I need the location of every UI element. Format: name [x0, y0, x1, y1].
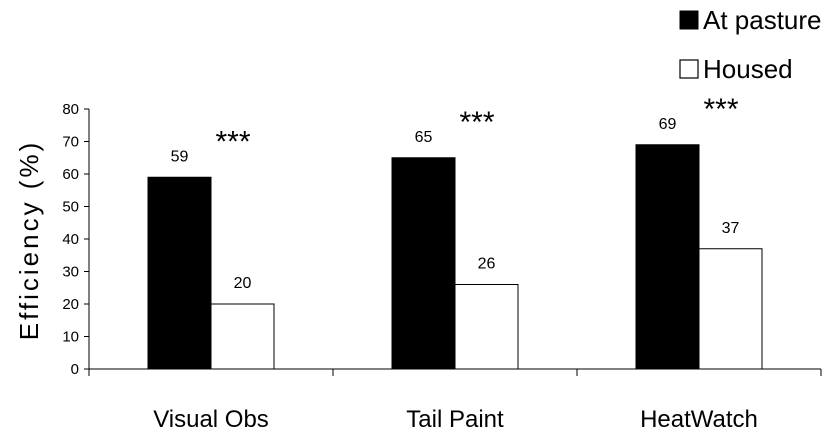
y-tick-label: 80: [62, 101, 79, 118]
y-tick-label: 30: [62, 264, 79, 281]
significance-visual-obs: ***: [215, 125, 250, 158]
legend-label-at-pasture: At pasture: [703, 5, 822, 35]
data-label-at-pasture-tail-paint: 65: [415, 129, 433, 146]
x-tick-label-tail-paint: Tail Paint: [406, 406, 504, 432]
data-label-at-pasture-visual-obs: 59: [171, 148, 189, 165]
legend-item-housed: Housed: [679, 54, 793, 84]
legend-swatch-housed: [679, 59, 699, 79]
y-tick-label: 60: [62, 166, 79, 183]
y-axis-title: Efficiency (%): [14, 140, 44, 340]
data-label-housed-tail-paint: 26: [478, 256, 496, 273]
bar-at-pasture-visual-obs: [147, 176, 212, 370]
data-label-housed-heatwatch: 37: [722, 220, 740, 237]
significance-annotations: *** *** ***: [215, 93, 738, 159]
significance-tail-paint: ***: [459, 106, 494, 139]
bar-at-pasture-heatwatch: [635, 144, 700, 370]
y-tick-label: 20: [62, 296, 79, 313]
bar-housed-tail-paint: [454, 284, 519, 370]
y-tick-label: 50: [62, 199, 79, 216]
legend-swatch-at-pasture: [679, 10, 699, 30]
bar-at-pasture-tail-paint: [391, 157, 456, 370]
legend: At pasture Housed: [679, 5, 822, 84]
bars: [147, 144, 763, 370]
x-tick-label-visual-obs: Visual Obs: [153, 406, 269, 432]
y-axis-ticks: 0 10 20 30 40 50 60 70 80: [62, 101, 89, 378]
x-tick-label-heatwatch: HeatWatch: [640, 406, 758, 432]
bar-housed-heatwatch: [698, 248, 763, 370]
bar-housed-visual-obs: [210, 303, 275, 370]
data-label-at-pasture-heatwatch: 69: [659, 116, 677, 133]
y-tick-label: 70: [62, 134, 79, 151]
legend-label-housed: Housed: [703, 54, 793, 84]
legend-item-at-pasture: At pasture: [679, 5, 822, 35]
significance-heatwatch: ***: [703, 93, 738, 126]
y-tick-label: 10: [62, 329, 79, 346]
y-tick-label: 40: [62, 231, 79, 248]
data-labels: 59 20 65 26 69 37: [171, 116, 740, 292]
data-label-housed-visual-obs: 20: [234, 275, 252, 292]
x-axis-ticks: Visual Obs Tail Paint HeatWatch: [88, 369, 822, 432]
y-tick-label: 0: [71, 361, 79, 378]
